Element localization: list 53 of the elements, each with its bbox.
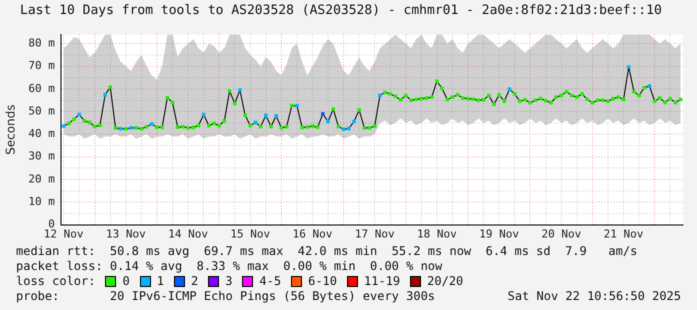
point — [103, 93, 107, 97]
x-tick-label: 18 Nov — [417, 227, 458, 240]
y-tick-label: 20 m — [28, 172, 56, 186]
legend-label: 20/20 — [427, 274, 464, 289]
x-tick-label: 14 Nov — [168, 227, 208, 240]
point — [342, 127, 346, 132]
point — [238, 88, 242, 92]
point — [264, 114, 268, 118]
y-tick-label: 50 m — [28, 104, 56, 118]
legend-label: 0 — [122, 274, 130, 289]
point — [347, 126, 351, 130]
point — [274, 114, 278, 118]
point — [352, 120, 356, 124]
point — [508, 87, 512, 91]
point — [129, 126, 133, 130]
x-tick-label: 19 Nov — [479, 227, 520, 240]
text: median rtt: 50.8 ms avg 69.7 ms max 42.0 ms min 55.2 ms now 6.4 ms sd 7.9 am/s — [16, 244, 638, 259]
x-tick-label: 21 Nov — [604, 227, 644, 240]
y-tick-label: 10 m — [28, 195, 56, 208]
y-tick-label: 40 m — [28, 127, 56, 140]
point — [254, 120, 258, 124]
y-tick-label: 60 m — [28, 82, 56, 95]
x-tick-label: 13 Nov — [106, 227, 146, 240]
y-tick-label: 30 m — [28, 150, 56, 163]
point — [202, 112, 206, 116]
text: Sat Nov 22 10:56:50 2025 — [508, 289, 681, 304]
legend-label: 4-5 — [259, 274, 282, 289]
x-tick-label: 17 Nov — [354, 227, 395, 240]
legend-label: 11-19 — [364, 274, 400, 289]
legend-label: 2 — [190, 274, 198, 289]
point — [326, 120, 330, 124]
chart-title: Last 10 Days from tools to AS203528 (AS203528) - cmhmr01 - 2a0e:8f02:21d3:beef::10 — [19, 2, 663, 20]
legend-title: loss color: — [16, 274, 96, 289]
point — [378, 94, 382, 98]
y-tick-label: 70 m — [28, 59, 56, 72]
point — [626, 65, 631, 69]
text: packet loss: 0.14 % avg 8.33 % max 0.00 % min 0.00 % now — [16, 259, 444, 274]
point — [62, 124, 66, 128]
point — [295, 104, 299, 108]
point — [321, 112, 325, 116]
x-tick-label: 16 Nov — [292, 227, 333, 240]
y-tick-label: 80 m — [28, 36, 56, 50]
x-tick-label: 15 Nov — [230, 227, 271, 240]
legend-label: 6-10 — [308, 274, 338, 289]
point — [150, 122, 154, 126]
text: probe: 20 IPv6-ICMP Echo Pings (56 Bytes) every 300s — [16, 289, 436, 304]
y-axis-title: Seconds — [3, 104, 18, 155]
legend-label: 1 — [156, 274, 164, 289]
point — [118, 127, 122, 131]
legend-label: 3 — [225, 274, 232, 289]
point — [648, 84, 652, 88]
x-tick-label: 20 Nov — [541, 227, 582, 240]
point — [77, 112, 81, 116]
